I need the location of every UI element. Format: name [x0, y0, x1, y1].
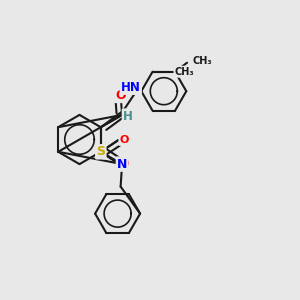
Text: HN: HN	[121, 81, 141, 94]
Text: H: H	[123, 110, 133, 123]
Text: O: O	[119, 135, 129, 145]
Text: S: S	[96, 145, 105, 158]
Text: CH₃: CH₃	[175, 67, 194, 77]
Text: O: O	[119, 159, 129, 169]
Text: CH₃: CH₃	[193, 56, 212, 66]
Text: O: O	[115, 89, 126, 102]
Text: N: N	[117, 158, 127, 171]
